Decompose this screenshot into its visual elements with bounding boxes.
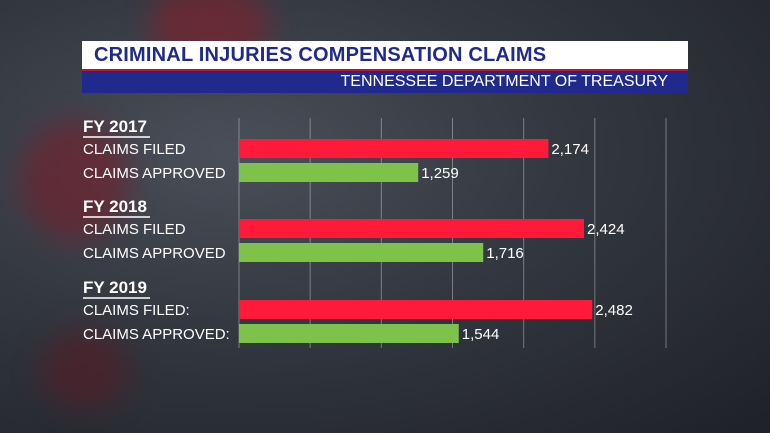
- value-label: 2,424: [587, 221, 625, 238]
- row-label: CLAIMS APPROVED:: [83, 326, 230, 343]
- group-label: FY 2019: [83, 278, 147, 297]
- group-label: FY 2018: [83, 197, 147, 216]
- background-glow: [40, 330, 130, 410]
- claims-filed-bar: [239, 300, 593, 319]
- value-label: 2,482: [595, 302, 633, 319]
- row-label: CLAIMS FILED:: [83, 302, 190, 319]
- row-label: CLAIMS FILED: [83, 221, 186, 238]
- row-label: CLAIMS APPROVED: [83, 245, 226, 262]
- row-label: CLAIMS FILED: [83, 141, 186, 158]
- value-label: 1,716: [486, 245, 524, 262]
- subtitle-bar: TENNESSEE DEPARTMENT OF TREASURY: [82, 71, 688, 93]
- claims-approved-bar: [239, 243, 484, 262]
- claims-filed-bar: [239, 139, 549, 158]
- claims-approved-bar: [239, 324, 459, 343]
- value-label: 1,259: [421, 165, 459, 182]
- title-bar: CRIMINAL INJURIES COMPENSATION CLAIMS: [82, 41, 688, 71]
- background-glow: [20, 120, 130, 240]
- chart-subtitle: TENNESSEE DEPARTMENT OF TREASURY: [340, 73, 668, 90]
- group-label: FY 2017: [83, 117, 147, 136]
- claims-approved-bar: [239, 163, 419, 182]
- claims-filed-bar: [239, 219, 585, 238]
- row-label: CLAIMS APPROVED: [83, 165, 226, 182]
- value-label: 2,174: [551, 141, 589, 158]
- chart-title: CRIMINAL INJURIES COMPENSATION CLAIMS: [94, 44, 547, 66]
- value-label: 1,544: [462, 326, 500, 343]
